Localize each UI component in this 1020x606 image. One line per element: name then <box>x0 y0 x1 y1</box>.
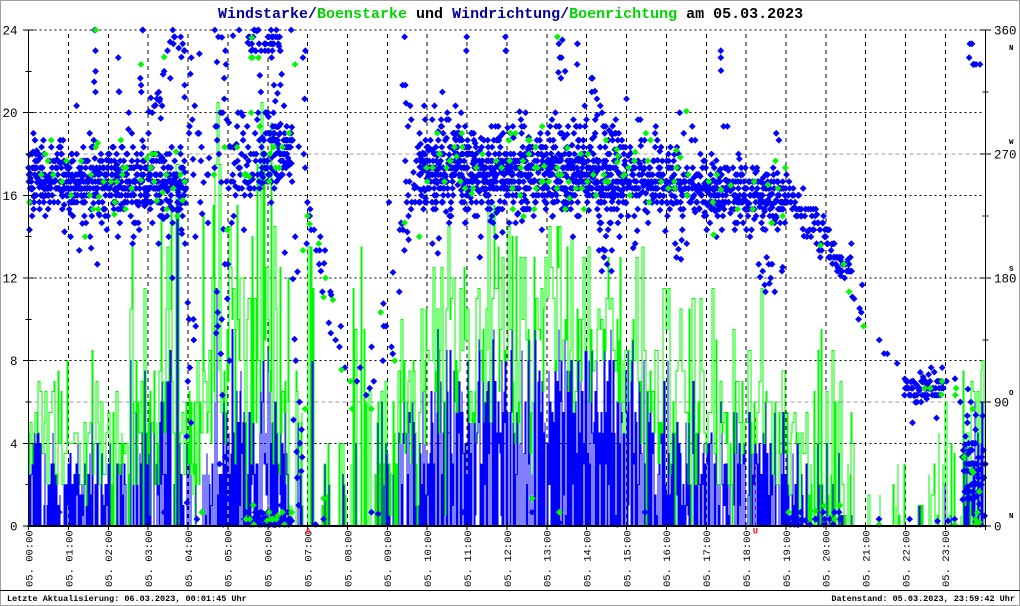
svg-text:12: 12 <box>2 273 17 287</box>
svg-text:8: 8 <box>10 355 18 369</box>
svg-text:05. 00:00: 05. 00:00 <box>24 530 36 587</box>
svg-text:05. 01:00: 05. 01:00 <box>64 530 76 587</box>
svg-text:05. 21:00: 05. 21:00 <box>862 530 874 587</box>
svg-text:05. 19:00: 05. 19:00 <box>782 530 794 587</box>
svg-text:05. 08:00: 05. 08:00 <box>343 530 355 587</box>
svg-text:270: 270 <box>994 149 1017 163</box>
svg-text:N: N <box>1009 513 1014 521</box>
svg-text:O: O <box>1009 390 1014 398</box>
svg-text:05. 03:00: 05. 03:00 <box>144 530 156 587</box>
svg-text:05. 22:00: 05. 22:00 <box>901 530 913 587</box>
svg-text:05. 18:00: 05. 18:00 <box>742 530 754 587</box>
svg-text:05. 04:00: 05. 04:00 <box>184 530 196 587</box>
svg-text:05. 11:00: 05. 11:00 <box>463 530 475 587</box>
svg-text:Datenstand: 05.03.2023, 23:59:: Datenstand: 05.03.2023, 23:59:42 Uhr <box>831 594 1015 604</box>
svg-text:05. 16:00: 05. 16:00 <box>662 530 674 587</box>
svg-text:05. 13:00: 05. 13:00 <box>543 530 555 587</box>
svg-text:Letzte Aktualisierung: 06.03.2: Letzte Aktualisierung: 06.03.2023, 00:01… <box>7 594 247 604</box>
svg-text:24: 24 <box>2 25 17 39</box>
svg-text:U: U <box>753 527 758 537</box>
svg-text:05. 09:00: 05. 09:00 <box>383 530 395 587</box>
svg-text:360: 360 <box>994 25 1017 39</box>
svg-text:05. 10:00: 05. 10:00 <box>423 530 435 587</box>
svg-text:05. 05:00: 05. 05:00 <box>224 530 236 587</box>
svg-text:05. 12:00: 05. 12:00 <box>503 530 515 587</box>
svg-text:0: 0 <box>994 521 1002 535</box>
svg-text:A: A <box>306 527 312 537</box>
svg-text:05. 07:00: 05. 07:00 <box>303 530 315 587</box>
svg-text:05. 14:00: 05. 14:00 <box>583 530 595 587</box>
svg-text:05. 02:00: 05. 02:00 <box>104 530 116 587</box>
svg-text:Windstarke/Boenstarke und Wind: Windstarke/Boenstarke und Windrichtung/B… <box>218 6 803 23</box>
svg-text:180: 180 <box>994 273 1017 287</box>
svg-text:N: N <box>1009 45 1014 53</box>
svg-text:05. 20:00: 05. 20:00 <box>822 530 834 587</box>
svg-text:4: 4 <box>10 438 18 452</box>
svg-text:05. 17:00: 05. 17:00 <box>702 530 714 587</box>
svg-text:W: W <box>1009 139 1014 147</box>
svg-text:0: 0 <box>10 521 18 535</box>
svg-text:05. 23:00: 05. 23:00 <box>941 530 953 587</box>
svg-text:16: 16 <box>2 190 17 204</box>
svg-text:05. 06:00: 05. 06:00 <box>264 530 276 587</box>
svg-text:90: 90 <box>994 397 1009 411</box>
svg-text:20: 20 <box>2 107 17 121</box>
svg-text:05. 15:00: 05. 15:00 <box>622 530 634 587</box>
svg-text:S: S <box>1009 266 1014 274</box>
